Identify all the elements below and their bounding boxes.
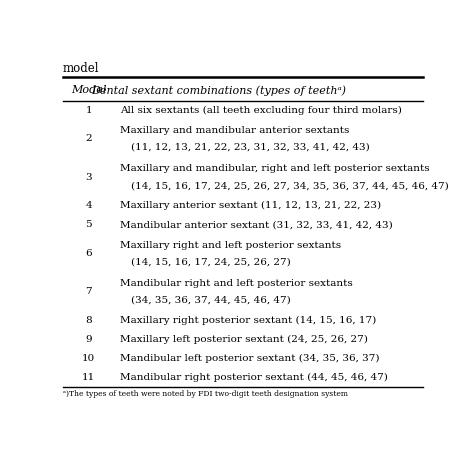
Text: Model: Model bbox=[71, 85, 106, 95]
Text: Maxillary and mandibular anterior sextants: Maxillary and mandibular anterior sextan… bbox=[120, 126, 349, 135]
Text: Mandibular right and left posterior sextants: Mandibular right and left posterior sext… bbox=[120, 279, 353, 288]
Text: Mandibular right posterior sextant (44, 45, 46, 47): Mandibular right posterior sextant (44, … bbox=[120, 373, 388, 382]
Text: 11: 11 bbox=[82, 373, 95, 382]
Text: Maxillary right and left posterior sextants: Maxillary right and left posterior sexta… bbox=[120, 241, 341, 250]
Text: Maxillary left posterior sextant (24, 25, 26, 27): Maxillary left posterior sextant (24, 25… bbox=[120, 335, 368, 344]
Text: 8: 8 bbox=[85, 316, 92, 325]
Text: (14, 15, 16, 17, 24, 25, 26, 27, 34, 35, 36, 37, 44, 45, 46, 47): (14, 15, 16, 17, 24, 25, 26, 27, 34, 35,… bbox=[131, 181, 448, 190]
Text: Maxillary right posterior sextant (14, 15, 16, 17): Maxillary right posterior sextant (14, 1… bbox=[120, 316, 376, 325]
Text: 6: 6 bbox=[85, 249, 92, 258]
Text: 2: 2 bbox=[85, 135, 92, 144]
Text: 10: 10 bbox=[82, 354, 95, 363]
Text: (14, 15, 16, 17, 24, 25, 26, 27): (14, 15, 16, 17, 24, 25, 26, 27) bbox=[131, 258, 291, 266]
Text: 1: 1 bbox=[85, 106, 92, 115]
Text: model: model bbox=[63, 62, 100, 75]
Text: Maxillary and mandibular, right and left posterior sextants: Maxillary and mandibular, right and left… bbox=[120, 164, 429, 173]
Text: 7: 7 bbox=[85, 287, 92, 296]
Text: 5: 5 bbox=[85, 221, 92, 230]
Text: Mandibular left posterior sextant (34, 35, 36, 37): Mandibular left posterior sextant (34, 3… bbox=[120, 354, 379, 363]
Text: Dental sextant combinations (types of teethᵃ): Dental sextant combinations (types of te… bbox=[91, 85, 346, 96]
Text: Maxillary anterior sextant (11, 12, 13, 21, 22, 23): Maxillary anterior sextant (11, 12, 13, … bbox=[120, 201, 381, 211]
Text: (34, 35, 36, 37, 44, 45, 46, 47): (34, 35, 36, 37, 44, 45, 46, 47) bbox=[131, 296, 291, 305]
Text: 3: 3 bbox=[85, 173, 92, 182]
Text: (11, 12, 13, 21, 22, 23, 31, 32, 33, 41, 42, 43): (11, 12, 13, 21, 22, 23, 31, 32, 33, 41,… bbox=[131, 143, 370, 152]
Text: All six sextants (all teeth excluding four third molars): All six sextants (all teeth excluding fo… bbox=[120, 106, 402, 115]
Text: 4: 4 bbox=[85, 202, 92, 210]
Text: Mandibular anterior sextant (31, 32, 33, 41, 42, 43): Mandibular anterior sextant (31, 32, 33,… bbox=[120, 221, 392, 230]
Text: ᵃ)The types of teeth were noted by FDI two-digit teeth designation system: ᵃ)The types of teeth were noted by FDI t… bbox=[63, 390, 348, 398]
Text: 9: 9 bbox=[85, 335, 92, 344]
